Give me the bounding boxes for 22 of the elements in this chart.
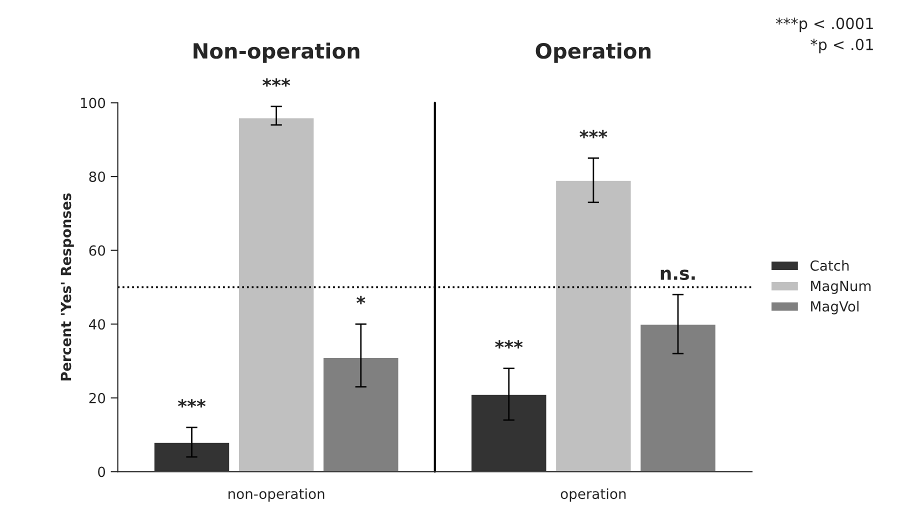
data-label: * (356, 296, 366, 304)
data-label: *** (495, 340, 523, 349)
x-tick-label: operation (560, 488, 626, 502)
data-label: *** (580, 130, 608, 138)
y-tick-label: 80 (89, 172, 106, 182)
data-label: n.s. (660, 270, 695, 280)
data-label: *** (178, 399, 206, 408)
text: Operation (536, 42, 650, 63)
legend-label: MagNum (811, 280, 871, 294)
text: Non-operation (194, 42, 360, 63)
legend-label: Catch (810, 260, 849, 271)
y-tick-label: 40 (88, 319, 106, 330)
data-label: *** (262, 78, 290, 87)
x-tick-label: non-operation (228, 488, 324, 502)
text: ***p < .0001 (776, 18, 873, 32)
text: *p < .01 (810, 38, 873, 54)
y-axis-title: Percent 'Yes' Responses (60, 193, 74, 380)
y-tick-label: 100 (80, 98, 106, 108)
legend-label: MagVol (811, 300, 858, 314)
y-tick-label: 60 (89, 245, 106, 256)
y-tick-label: 0 (98, 466, 106, 478)
y-tick-label: 20 (89, 392, 106, 404)
